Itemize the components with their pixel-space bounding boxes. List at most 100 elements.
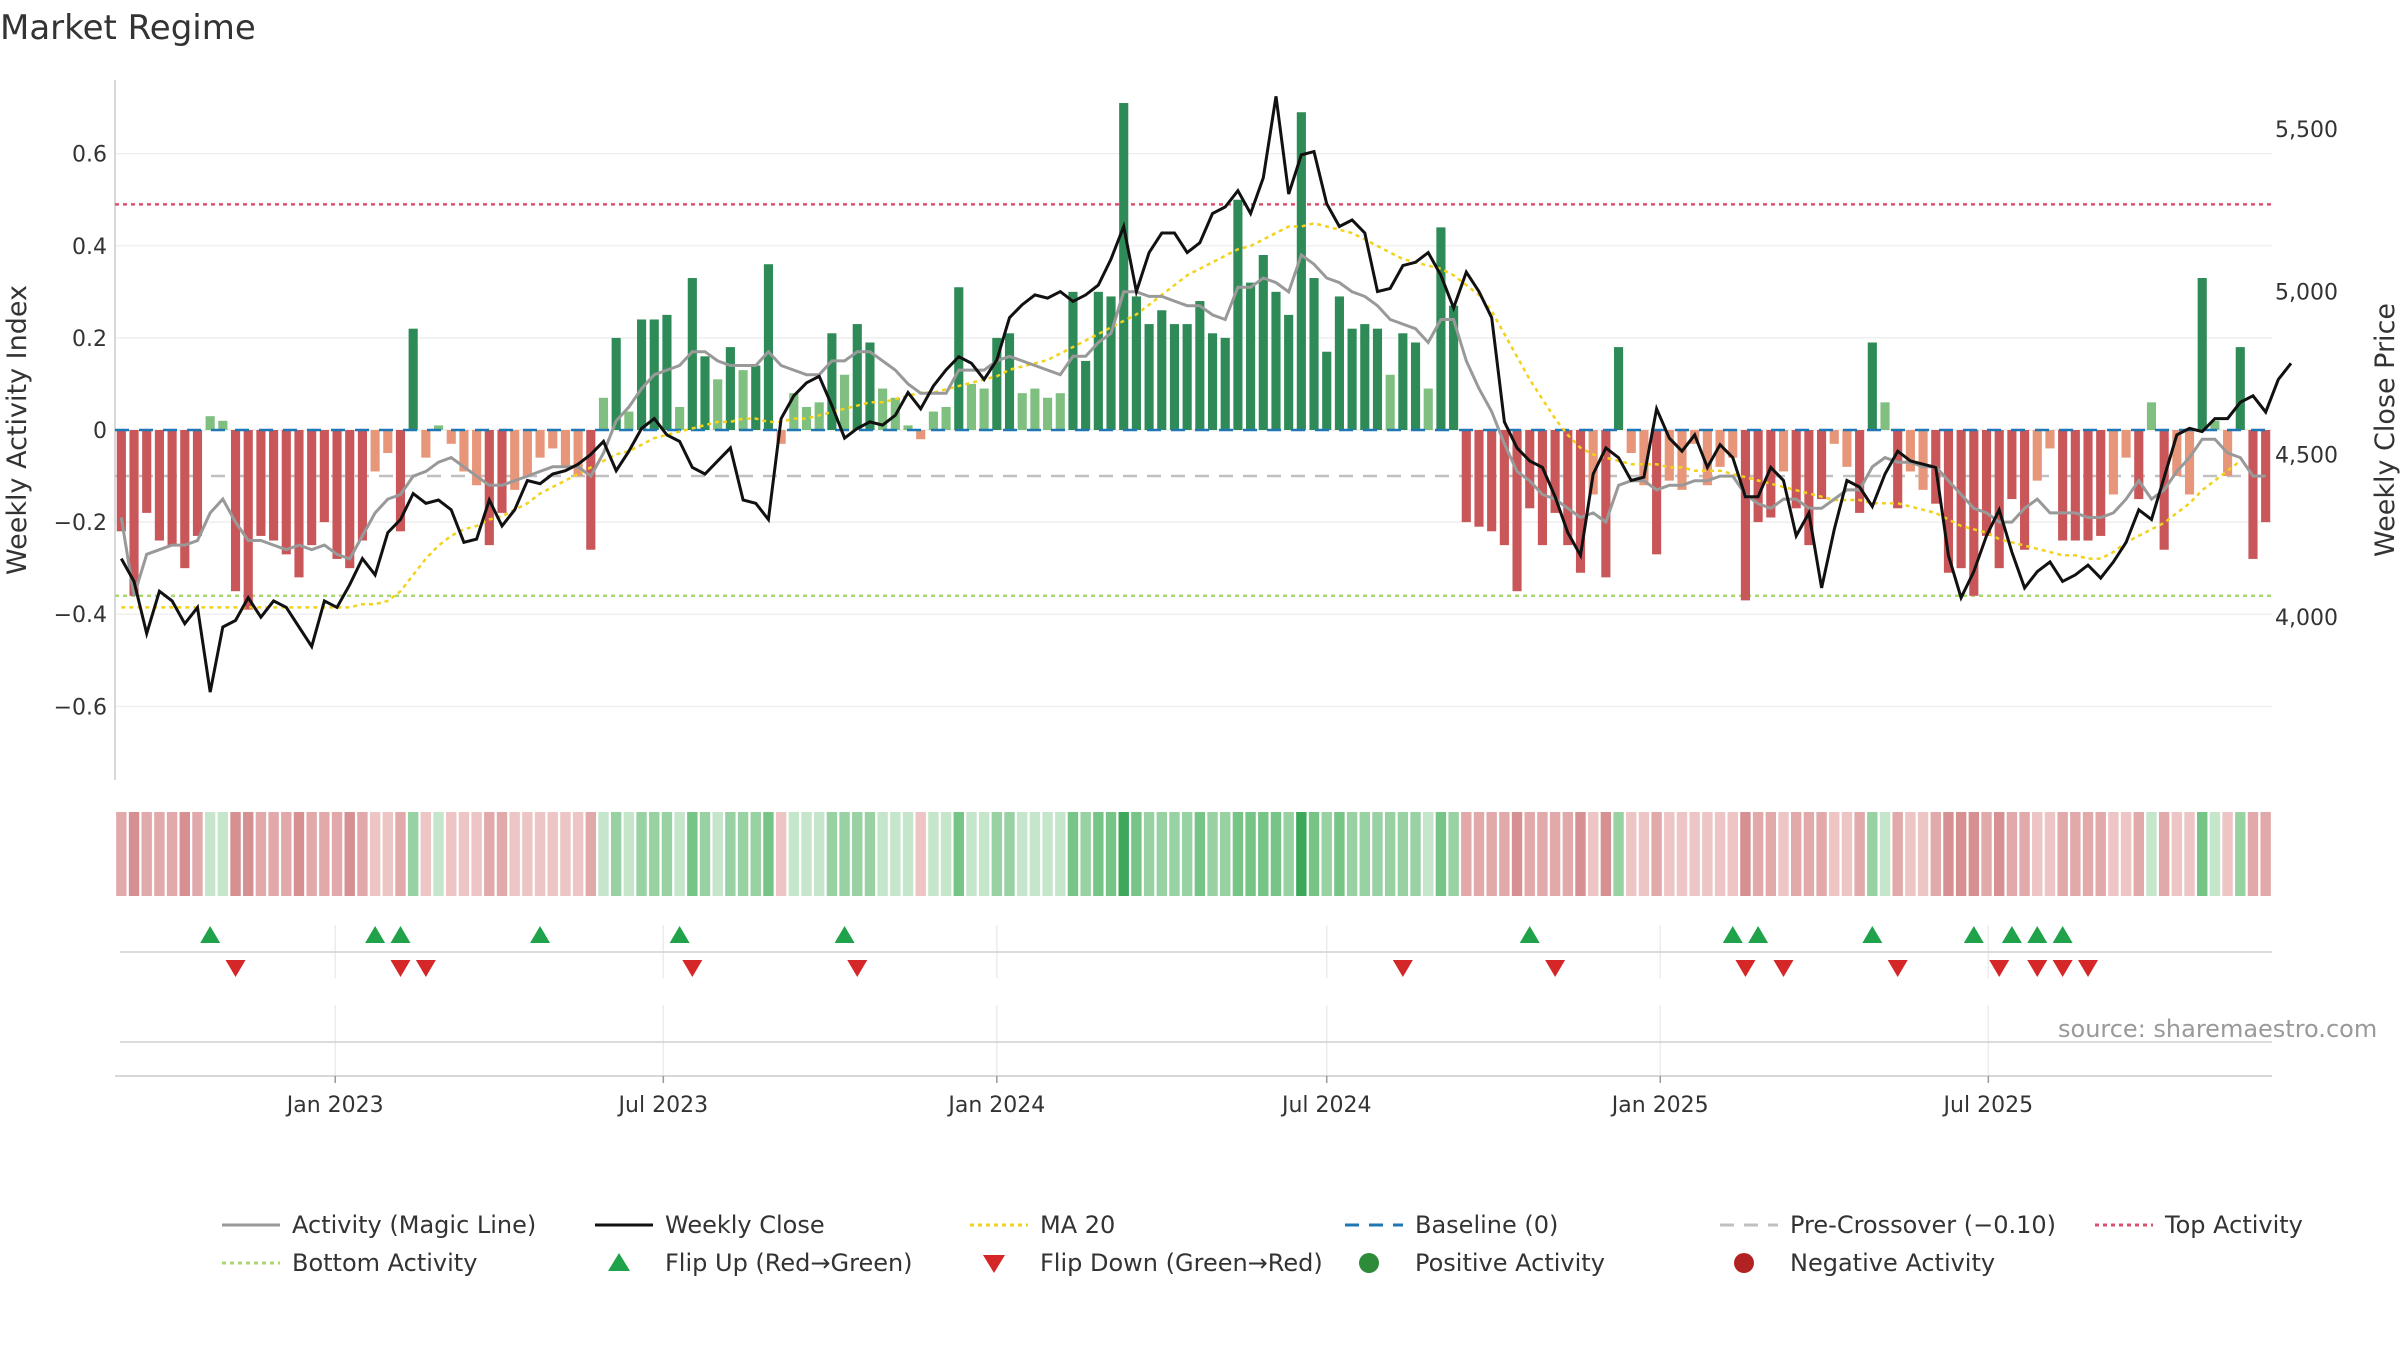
regime-strip-cell — [2222, 812, 2233, 896]
regime-strip-cell — [1080, 812, 1091, 896]
regime-strip-cell — [1067, 812, 1079, 896]
legend-swatch — [983, 1255, 1005, 1273]
regime-strip-cell — [2082, 812, 2094, 896]
regime-strip-cell — [2133, 812, 2144, 896]
legend-label: Pre-Crossover (−0.10) — [1790, 1211, 2056, 1239]
regime-strip-cell — [1207, 812, 1218, 896]
regime-strip-cell — [1473, 812, 1485, 896]
activity-bar — [1575, 430, 1586, 573]
regime-strip-cell — [572, 812, 584, 896]
activity-bar — [1525, 430, 1535, 509]
regime-strip-cell — [1689, 812, 1700, 896]
regime-strip-cell — [1486, 812, 1497, 896]
activity-bar — [446, 430, 456, 444]
regime-strip-cell — [1702, 812, 1713, 896]
activity-bar — [1601, 430, 1611, 578]
legend-label: Activity (Magic Line) — [292, 1211, 536, 1239]
y-left-tick-label: 0.2 — [72, 327, 107, 352]
regime-strip-cell — [204, 812, 216, 896]
x-tick-label: Jul 2025 — [1942, 1093, 2034, 1118]
flip-down-marker — [1545, 960, 1566, 977]
regime-strip-cell — [1537, 812, 1548, 896]
regime-strip-cell — [1803, 812, 1815, 896]
regime-strip-cell — [1638, 812, 1650, 896]
regime-strip-cell — [166, 812, 178, 896]
activity-bar — [2108, 430, 2118, 495]
flip-up-marker — [2027, 926, 2048, 943]
regime-strip-cell — [1549, 812, 1561, 896]
regime-strip-cell — [1841, 812, 1853, 896]
regime-strip-cell — [1283, 812, 1294, 896]
regime-strip-cell — [928, 812, 939, 896]
activity-bar — [966, 383, 977, 430]
activity-bar — [1169, 324, 1180, 430]
regime-strip-cell — [1448, 812, 1459, 896]
activity-bar — [928, 411, 938, 430]
activity-bar — [1385, 374, 1395, 430]
regime-strip-cell — [649, 812, 660, 896]
legend-label: Baseline (0) — [1415, 1211, 1558, 1239]
activity-bar — [1766, 430, 1776, 518]
activity-bar — [1093, 291, 1103, 430]
regime-strip-cell — [382, 812, 393, 896]
regime-strip-cell — [369, 812, 381, 896]
regime-strip-cell — [496, 812, 508, 896]
legend-item: MA 20 — [970, 1211, 1115, 1239]
regime-strip-cell — [1105, 812, 1117, 896]
activity-bar — [243, 430, 253, 610]
regime-strip-cell — [674, 812, 685, 896]
activity-bar — [1956, 430, 1966, 569]
regime-strip-cell — [839, 812, 850, 896]
regime-strip-cell — [1778, 812, 1789, 896]
regime-strip-cell — [801, 812, 812, 896]
regime-strip-cell — [1600, 812, 1612, 896]
activity-bar — [776, 430, 786, 444]
regime-strip-cell — [1575, 812, 1586, 896]
regime-strip-cell — [1093, 812, 1104, 896]
activity-bar — [230, 430, 241, 592]
activity-bar — [2172, 430, 2182, 477]
activity-bar — [700, 356, 710, 430]
regime-strip-cell — [763, 812, 774, 896]
flip-down-marker — [390, 960, 411, 977]
regime-strip-cell — [1410, 812, 1421, 896]
regime-strip-cell — [1740, 812, 1751, 896]
regime-strip-cell — [1181, 812, 1193, 896]
activity-bar — [1994, 430, 2004, 569]
regime-strip-cell — [2158, 812, 2170, 896]
regime-strip-cell — [966, 812, 977, 896]
regime-strip-cell — [661, 812, 673, 896]
activity-bar — [1233, 199, 1243, 430]
activity-bar — [1829, 430, 1839, 444]
activity-bar — [548, 430, 558, 449]
activity-bar — [662, 314, 672, 430]
activity-bar — [1639, 430, 1649, 486]
regime-strip-cell — [446, 812, 457, 896]
regime-strip-cell — [1727, 812, 1738, 896]
flip-down-marker — [1735, 960, 1756, 977]
regime-strip-cell — [395, 812, 406, 896]
activity-bar — [345, 430, 355, 569]
regime-strip-cell — [1194, 812, 1206, 896]
legend-label: Positive Activity — [1415, 1249, 1605, 1277]
y-left-tick-label: −0.6 — [54, 695, 107, 720]
regime-strip-cell — [1220, 812, 1231, 896]
regime-strip-cell — [357, 812, 368, 896]
activity-bar — [611, 337, 621, 430]
activity-bar — [459, 430, 469, 472]
regime-strip-cell — [1017, 812, 1028, 896]
flip-down-marker — [1392, 960, 1413, 977]
regime-strip-cell — [2095, 812, 2106, 896]
regime-strip-cell — [750, 812, 761, 896]
activity-bar — [1905, 430, 1915, 472]
regime-strip-cell — [2260, 812, 2271, 896]
activity-bar — [1017, 393, 1027, 430]
activity-bar — [1981, 430, 1992, 536]
regime-strip-cell — [1258, 812, 1269, 896]
y-left-tick-label: 0.6 — [72, 143, 107, 168]
activity-bar — [738, 370, 748, 430]
activity-bar — [852, 324, 862, 430]
activity-bar — [2045, 430, 2055, 449]
legend-swatch — [1734, 1253, 1754, 1273]
x-tick-label: Jan 2024 — [946, 1093, 1045, 1118]
